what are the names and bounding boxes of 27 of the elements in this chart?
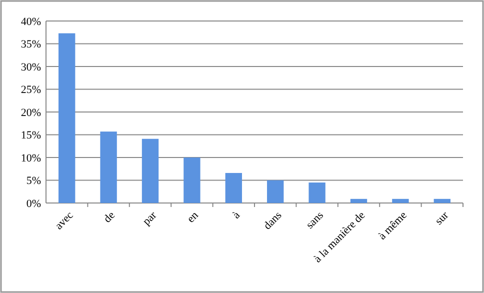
- x-tick-label: à: [230, 209, 243, 222]
- y-tick-label: 10%: [20, 152, 41, 164]
- bar: [142, 138, 159, 203]
- y-tick-label: 40%: [20, 16, 41, 28]
- bar: [392, 198, 409, 203]
- x-tick-label: sur: [432, 209, 452, 228]
- bar: [100, 132, 117, 203]
- x-tick-label: dans: [261, 209, 284, 232]
- y-tick-label: 0%: [26, 198, 41, 210]
- y-tick-label: 20%: [20, 106, 41, 119]
- y-tick-label: 15%: [20, 130, 41, 142]
- bar: [308, 182, 326, 203]
- bar: [58, 33, 76, 203]
- x-tick-label: avec: [52, 209, 76, 232]
- bar: [434, 198, 450, 203]
- y-tick-label: 35%: [20, 38, 41, 51]
- y-tick-label: 30%: [20, 61, 41, 74]
- x-tick-label: sans: [304, 209, 326, 232]
- x-tick-label: par: [140, 209, 160, 228]
- y-tick-label: 25%: [20, 84, 41, 96]
- bar: [184, 158, 200, 203]
- bar: [350, 198, 368, 203]
- x-tick-label: de: [102, 209, 118, 226]
- bar: [267, 180, 284, 203]
- bar: [225, 172, 242, 203]
- x-tick-label: en: [184, 209, 202, 226]
- y-tick-label: 5%: [26, 175, 41, 188]
